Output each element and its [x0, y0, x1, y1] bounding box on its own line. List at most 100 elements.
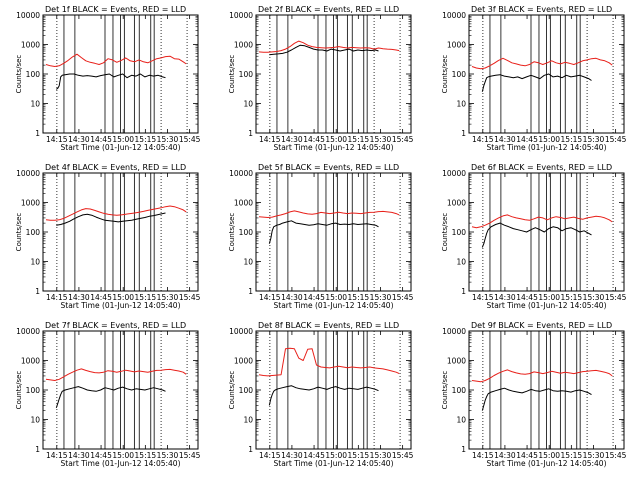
chart-panel-9: Det 9f BLACK = Events, RED = LLD 1 10 100 10…: [441, 321, 627, 468]
series-line-lld: [258, 40, 400, 53]
y-tick-label: 1000: [234, 41, 253, 50]
series-line-lld: [258, 347, 400, 377]
x-tick-label: 15:45: [179, 293, 201, 302]
y-tick-label: 10000: [442, 169, 466, 178]
y-tick-label: 1: [461, 287, 466, 296]
x-tick-label: 15:15: [561, 293, 583, 302]
x-tick-label: 15:15: [348, 135, 370, 144]
chart-title: Det 9f BLACK = Events, RED = LLD: [471, 321, 612, 330]
y-tick-label: 1000: [447, 357, 466, 366]
x-tick-label: 15:15: [135, 293, 157, 302]
y-tick-label: 1000: [21, 199, 40, 208]
plot-frame: [42, 14, 199, 134]
y-tick-label: 1000: [21, 41, 40, 50]
x-tick-label: 15:30: [157, 135, 179, 144]
x-tick-label: 15:00: [325, 135, 347, 144]
y-axis-label: Counts/sec: [441, 55, 449, 94]
x-tick-label: 14:15: [259, 135, 281, 144]
chart-panel-8: Det 8f BLACK = Events, RED = LLD 1 10 100 10…: [228, 321, 414, 468]
x-tick-label: 14:45: [303, 293, 325, 302]
y-tick-label: 10: [456, 416, 466, 425]
series-line-events: [481, 73, 592, 92]
x-tick-label: 14:45: [90, 451, 112, 460]
chart-title: Det 6f BLACK = Events, RED = LLD: [471, 163, 612, 172]
x-tick-label: 15:00: [325, 451, 347, 460]
x-tick-label: 15:45: [605, 135, 627, 144]
chart-title: Det 8f BLACK = Events, RED = LLD: [258, 321, 399, 330]
y-axis-label: Counts/sec: [441, 213, 449, 252]
x-tick-label: 15:00: [112, 293, 134, 302]
y-axis-label: Counts/sec: [228, 213, 236, 252]
y-axis-label: Counts/sec: [228, 55, 236, 94]
series-line-lld: [45, 205, 187, 221]
x-tick-label: 15:30: [157, 451, 179, 460]
x-axis-label: Start Time (01-Jun-12 14:05:40): [274, 301, 394, 310]
y-tick-label: 1000: [234, 199, 253, 208]
y-tick-label: 100: [452, 70, 467, 79]
x-tick-label: 14:15: [472, 451, 494, 460]
x-tick-label: 15:00: [325, 293, 347, 302]
y-tick-label: 10: [456, 258, 466, 267]
x-axis-label: Start Time (01-Jun-12 14:05:40): [487, 301, 607, 310]
y-axis-label: Counts/sec: [15, 55, 23, 94]
y-tick-label: 10: [243, 100, 253, 109]
x-tick-label: 15:00: [538, 135, 560, 144]
y-axis-label: Counts/sec: [15, 213, 23, 252]
x-tick-label: 15:45: [179, 451, 201, 460]
x-tick-label: 14:45: [516, 135, 538, 144]
x-tick-label: 15:15: [135, 135, 157, 144]
x-axis-label: Start Time (01-Jun-12 14:05:40): [274, 459, 394, 468]
series-line-events: [481, 222, 592, 248]
y-tick-label: 1: [248, 445, 253, 454]
y-tick-label: 10: [243, 258, 253, 267]
plot-frame: [42, 172, 199, 292]
x-tick-label: 14:45: [303, 451, 325, 460]
x-tick-label: 15:30: [370, 293, 392, 302]
y-tick-label: 1: [248, 287, 253, 296]
x-tick-label: 15:30: [370, 451, 392, 460]
series-line-lld: [258, 210, 400, 218]
x-tick-label: 15:15: [348, 451, 370, 460]
chart-panel-1: Det 1f BLACK = Events, RED = LLD 1 10 100 10…: [15, 5, 201, 152]
x-tick-label: 14:15: [46, 135, 68, 144]
x-axis-label: Start Time (01-Jun-12 14:05:40): [274, 143, 394, 152]
x-tick-label: 15:30: [583, 451, 605, 460]
y-tick-label: 10000: [16, 11, 40, 20]
x-tick-label: 14:15: [259, 451, 281, 460]
series-line-lld: [45, 53, 187, 67]
x-tick-label: 15:00: [112, 135, 134, 144]
x-tick-label: 15:15: [561, 451, 583, 460]
y-tick-label: 10000: [442, 11, 466, 20]
y-tick-label: 1000: [21, 357, 40, 366]
x-tick-label: 15:30: [157, 293, 179, 302]
y-tick-label: 100: [452, 228, 467, 237]
y-tick-label: 1: [35, 445, 40, 454]
chart-panel-3: Det 3f BLACK = Events, RED = LLD 1 10 100 10…: [441, 5, 627, 152]
y-tick-label: 10: [243, 416, 253, 425]
y-axis-label: Counts/sec: [15, 371, 23, 410]
y-tick-label: 10000: [16, 327, 40, 336]
y-tick-label: 1000: [234, 357, 253, 366]
x-tick-label: 15:00: [538, 451, 560, 460]
x-axis-label: Start Time (01-Jun-12 14:05:40): [61, 143, 181, 152]
y-axis-label: Counts/sec: [441, 371, 449, 410]
chart-panel-5: Det 5f BLACK = Events, RED = LLD 1 10 100 10…: [228, 163, 414, 310]
x-tick-label: 14:30: [494, 451, 516, 460]
chart-panel-6: Det 6f BLACK = Events, RED = LLD 1 10 100 10…: [441, 163, 627, 310]
y-tick-label: 10: [30, 258, 40, 267]
plot-frame: [468, 14, 625, 134]
x-axis-label: Start Time (01-Jun-12 14:05:40): [61, 459, 181, 468]
x-tick-label: 15:45: [392, 293, 414, 302]
chart-title: Det 7f BLACK = Events, RED = LLD: [45, 321, 186, 330]
x-tick-label: 15:00: [538, 293, 560, 302]
x-tick-label: 15:45: [179, 135, 201, 144]
x-tick-label: 15:30: [583, 135, 605, 144]
y-tick-label: 100: [239, 70, 254, 79]
plot-frame: [468, 330, 625, 450]
plot-frame: [42, 330, 199, 450]
series-line-lld: [45, 368, 187, 381]
x-tick-label: 14:45: [90, 293, 112, 302]
x-tick-label: 15:15: [348, 293, 370, 302]
y-tick-label: 1: [461, 445, 466, 454]
x-axis-label: Start Time (01-Jun-12 14:05:40): [61, 301, 181, 310]
